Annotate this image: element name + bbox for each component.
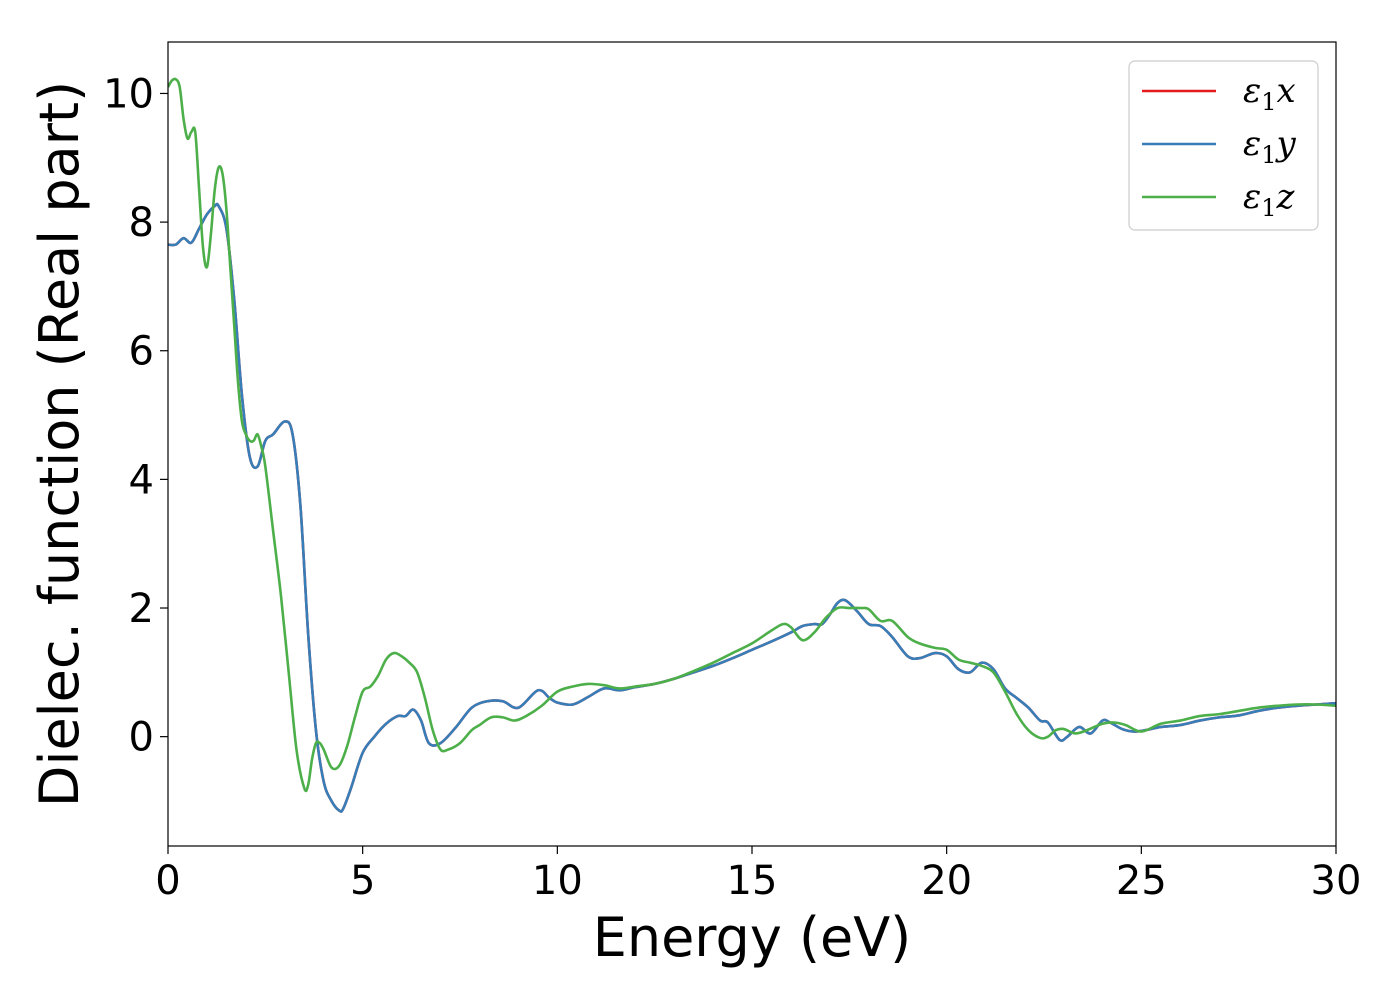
y-axis-ticks: 0 2 4 6 8 10: [103, 71, 168, 761]
legend: ε1x ε1y ε1z: [1128, 60, 1319, 231]
legend-label-y: ε1y: [1243, 124, 1297, 169]
legend-box: [1128, 60, 1319, 231]
legend-label-x: ε1x: [1243, 71, 1296, 116]
x-tick-label: 20: [921, 858, 972, 904]
y-tick-label: 0: [129, 715, 154, 761]
x-tick-label: 30: [1311, 858, 1362, 904]
y-tick-label: 4: [129, 457, 154, 503]
y-tick-label: 6: [129, 329, 154, 375]
series-line-z: [168, 77, 1336, 793]
y-tick-label: 8: [129, 200, 154, 246]
x-tick-label: 10: [532, 858, 583, 904]
series-layer: [168, 77, 1336, 813]
x-tick-label: 25: [1116, 858, 1167, 904]
x-tick-label: 5: [350, 858, 375, 904]
x-tick-label: 0: [155, 858, 180, 904]
x-axis-ticks: 0 5 10 15 20 25 30: [155, 846, 1361, 904]
legend-label-z: ε1z: [1243, 177, 1296, 222]
y-axis-label: Dielec. function (Real part): [28, 81, 91, 807]
y-tick-label: 10: [103, 71, 154, 117]
y-tick-label: 2: [129, 586, 154, 632]
x-tick-label: 15: [727, 858, 778, 904]
x-axis-label: Energy (eV): [593, 906, 912, 969]
